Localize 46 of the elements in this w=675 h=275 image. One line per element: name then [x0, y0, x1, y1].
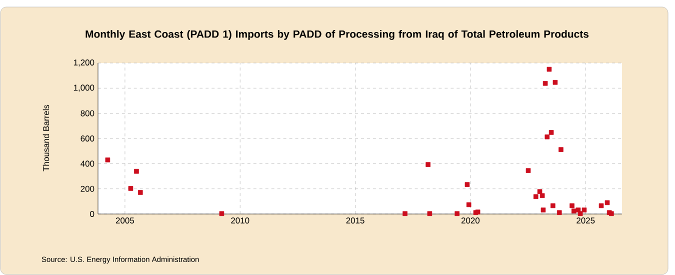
point — [582, 208, 587, 212]
point — [598, 203, 604, 208]
x-tick-label: 2015 — [346, 218, 364, 224]
point — [540, 208, 546, 212]
point — [556, 210, 562, 216]
point — [546, 66, 552, 72]
point — [105, 157, 110, 162]
point — [134, 168, 139, 174]
y-tick-label: 400 — [80, 160, 94, 167]
point — [219, 211, 224, 216]
y-tick-label: 800 — [80, 110, 94, 116]
point — [548, 130, 554, 135]
y-axis-title: Thousand Barrels — [42, 104, 50, 172]
point — [402, 211, 408, 216]
x-tick-label: 2010 — [231, 218, 250, 224]
point — [128, 186, 134, 191]
point — [558, 147, 564, 152]
y-tick-label: 1,000 — [74, 84, 94, 92]
point — [537, 189, 542, 194]
point — [578, 211, 583, 216]
point — [540, 193, 545, 198]
point — [138, 190, 143, 195]
x-tick-label: 2005 — [116, 218, 134, 224]
point — [604, 200, 610, 206]
point — [466, 202, 472, 208]
point — [426, 162, 430, 167]
point — [544, 134, 550, 140]
y-tick-label: 1,200 — [74, 60, 94, 66]
point — [609, 211, 614, 216]
point — [464, 182, 470, 187]
point — [533, 194, 538, 200]
point — [550, 203, 556, 208]
point — [576, 208, 581, 212]
point — [427, 211, 432, 216]
point — [552, 80, 558, 85]
point — [526, 168, 531, 173]
point — [571, 208, 576, 214]
point — [542, 80, 548, 86]
y-tick-label: 0 — [90, 211, 94, 217]
x-tick-label: 2020 — [461, 218, 480, 224]
chart-title: Monthly East Coast (PADD 1) Imports by PADD of Processing from Iraq of Total Petroleum Products — [86, 30, 589, 40]
y-tick-label: 200 — [80, 186, 94, 192]
y-tick-label: 600 — [80, 136, 94, 142]
point — [570, 203, 574, 208]
point — [454, 211, 460, 216]
x-tick-label: 2025 — [576, 218, 595, 224]
